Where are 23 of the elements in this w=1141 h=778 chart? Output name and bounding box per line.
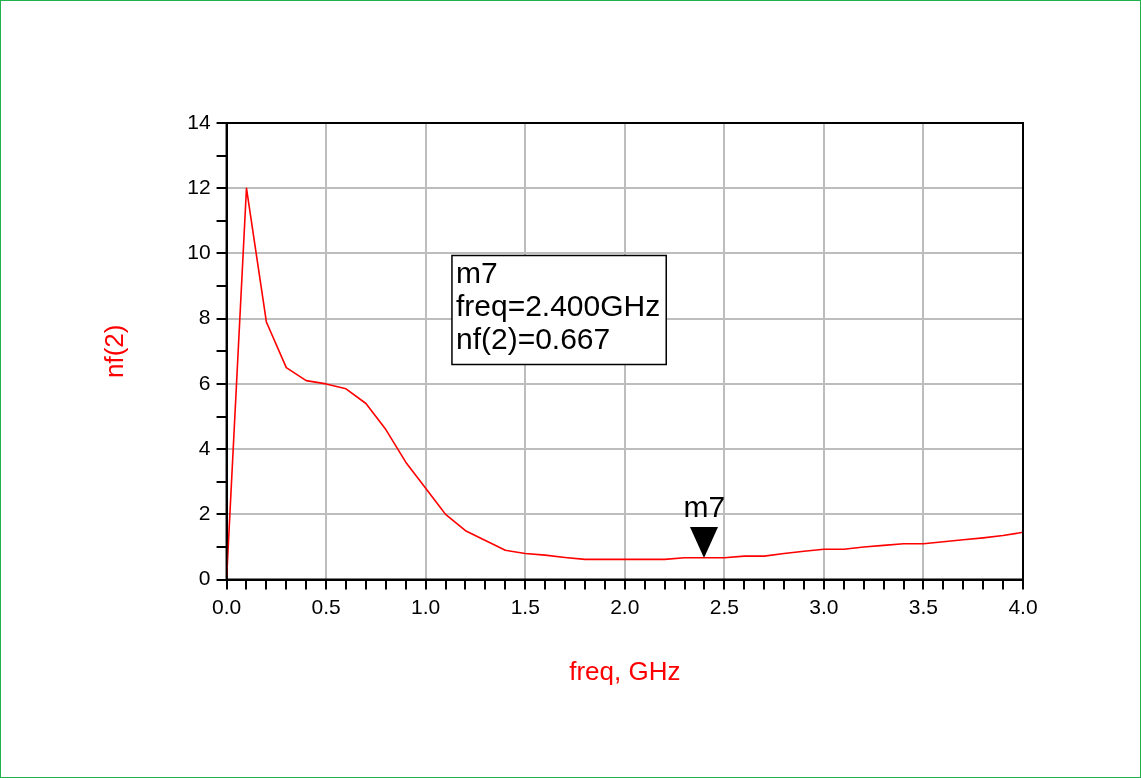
x-tick-label: 2.5 — [709, 595, 739, 618]
x-tick-label: 1.0 — [411, 595, 441, 618]
y-tick-label: 4 — [198, 435, 211, 459]
x-tick-label: 0.5 — [311, 595, 341, 618]
x-tick-label: 2.0 — [610, 595, 640, 618]
y-tick-label: 2 — [198, 501, 211, 525]
y-tick-label: 10 — [187, 240, 211, 264]
x-tick-label: 3.5 — [908, 595, 939, 618]
x-tick-label: 1.5 — [510, 595, 540, 618]
y-tick-label: 8 — [198, 305, 211, 329]
annotation: freq=2.400GHz — [455, 288, 661, 322]
x-tick-label: 3.0 — [809, 595, 839, 618]
y-tick-label: 0 — [198, 566, 211, 590]
x-tick-label: 0.0 — [211, 595, 242, 618]
y-tick-label: 6 — [198, 370, 211, 394]
x-tick-label: 4.0 — [1008, 595, 1038, 618]
x-axis-title: freq, GHz — [569, 655, 681, 686]
annotation: m7 — [455, 255, 498, 289]
annotation: nf(2)=0.667 — [455, 321, 611, 355]
y-axis-title: nf(2) — [98, 324, 129, 379]
y-tick-label: 14 — [187, 109, 211, 133]
y-tick-label: 12 — [187, 175, 211, 199]
annotation: m7 — [683, 490, 726, 524]
